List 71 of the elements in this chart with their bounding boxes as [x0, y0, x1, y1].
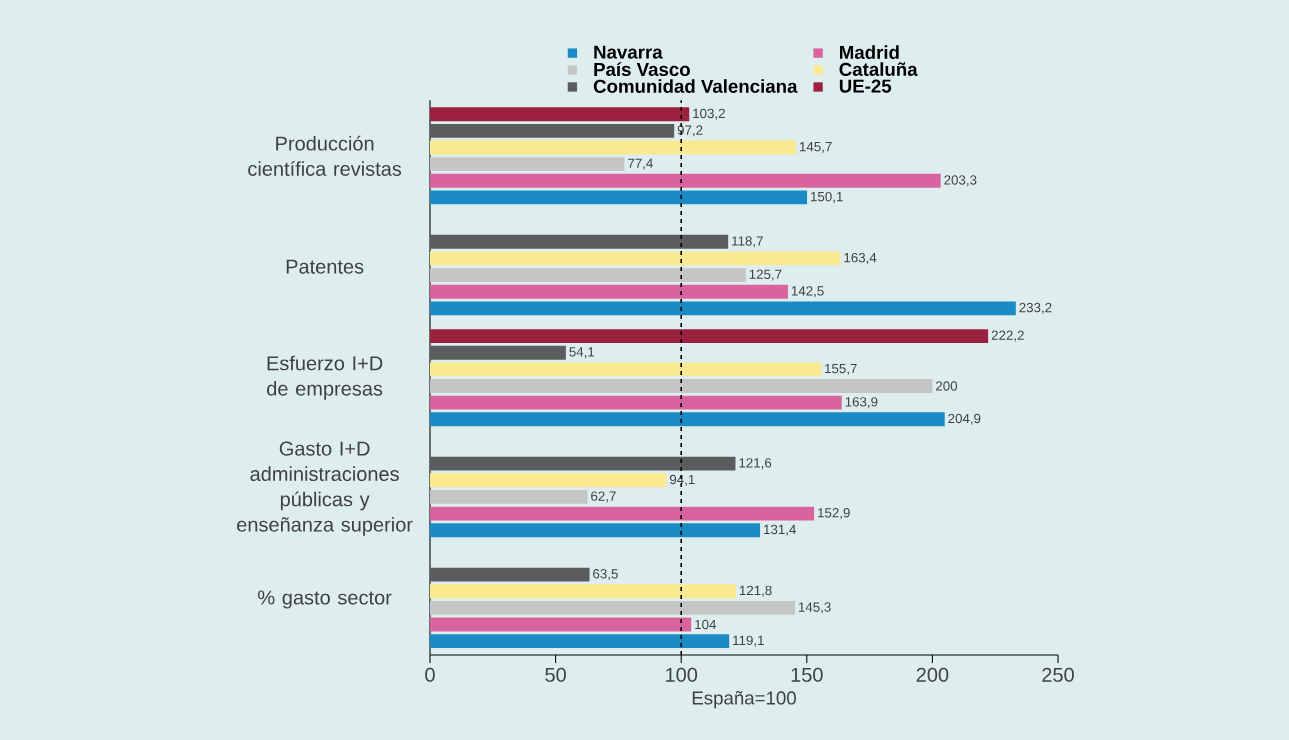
bar: [430, 412, 945, 427]
bar: [430, 523, 761, 538]
bar: [430, 140, 796, 155]
bar: [430, 268, 746, 282]
y-tick-label: Esfuerzo I+D de empresas: [267, 355, 383, 400]
legend-label: País Vasco: [594, 62, 690, 77]
data-label: 119,1: [733, 635, 764, 647]
legend-label: Cataluña: [839, 62, 918, 76]
y-tick-label: Producción científica revistas: [248, 135, 402, 176]
data-label: 204,9: [948, 413, 981, 425]
x-tick-label: 100: [666, 667, 698, 682]
bar: [430, 506, 815, 521]
x-tick-label: 250: [1042, 667, 1074, 682]
bar: [430, 473, 667, 488]
data-label: 63,5: [593, 569, 618, 581]
bar: [430, 567, 590, 582]
data-label: 125,7: [749, 269, 782, 281]
data-label: 97,2: [677, 125, 703, 137]
x-axis-title: España=100: [692, 691, 796, 709]
bar: [430, 173, 941, 188]
data-label: 155,7: [825, 363, 857, 375]
bar: [430, 190, 808, 205]
data-label: 233,2: [1019, 302, 1052, 314]
bar: [430, 284, 788, 299]
bar: [430, 301, 1016, 316]
bar: [430, 157, 625, 172]
y-tick-label: Gasto I+D administraciones públicas y enseñanza superior: [237, 441, 413, 536]
data-label: 103,2: [693, 108, 725, 120]
y-tick-label: Patentes: [286, 259, 364, 274]
x-tick-label: 200: [916, 667, 949, 682]
data-label: 54,1: [569, 347, 595, 359]
legend-label: Navarra: [594, 45, 663, 59]
bar: [430, 379, 933, 393]
data-label: 163,4: [844, 252, 877, 264]
bar: [430, 107, 690, 122]
data-label: 145,7: [799, 142, 832, 153]
data-label: 121,8: [739, 585, 772, 597]
bar: [430, 584, 736, 599]
x-tick-label: 150: [791, 667, 823, 682]
data-label: 121,6: [739, 458, 772, 470]
bar: [430, 234, 729, 249]
bar: [430, 251, 841, 266]
data-label: 200: [936, 381, 958, 391]
data-label: 62,7: [591, 491, 616, 503]
data-label: 150,1: [811, 191, 843, 203]
bar: [430, 634, 730, 649]
data-label: 203,3: [944, 175, 977, 187]
bar: [430, 600, 795, 615]
legend-label: Comunidad Valenciana: [593, 79, 798, 93]
x-tick-label: 50: [545, 667, 566, 682]
data-label: 142,5: [791, 286, 824, 298]
data-label: 104: [695, 619, 717, 630]
data-label: 118,7: [732, 236, 763, 248]
data-label: 222,2: [991, 330, 1024, 342]
y-tick-label: % gasto sector: [258, 590, 392, 609]
legend-label: UE-25: [839, 79, 892, 93]
bar: [430, 345, 566, 360]
x-tick-label: 0: [425, 667, 435, 682]
data-label: 163,9: [845, 397, 878, 409]
legend-label: Madrid: [840, 45, 899, 60]
bar: [430, 489, 588, 504]
data-label: 77,4: [628, 158, 653, 170]
bar: [430, 395, 842, 410]
bar: [430, 362, 822, 377]
data-label: 131,4: [764, 524, 796, 536]
data-label: 145,3: [798, 602, 831, 614]
data-label: 152,9: [818, 508, 850, 520]
bar: [430, 123, 675, 138]
bar: [430, 617, 692, 632]
bar: [430, 329, 989, 343]
bar: [430, 456, 736, 471]
